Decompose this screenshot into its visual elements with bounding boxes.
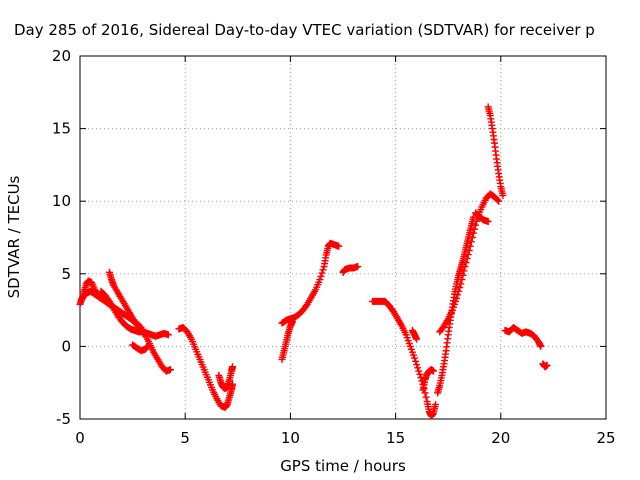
data-point — [413, 335, 421, 343]
x-tick-label: 15 — [386, 429, 405, 447]
data-point — [429, 367, 437, 375]
data-point — [317, 272, 325, 280]
data-point — [469, 229, 477, 237]
y-tick-label: 10 — [52, 192, 71, 210]
data-point — [335, 242, 343, 250]
data-point — [461, 263, 469, 271]
data-point — [166, 366, 174, 374]
data-point — [462, 259, 470, 267]
data-point — [414, 364, 422, 372]
data-point — [413, 361, 421, 369]
data-point — [466, 242, 474, 250]
y-tick-label: 0 — [61, 337, 71, 355]
data-points — [76, 103, 551, 420]
data-point — [460, 267, 468, 275]
x-tick-labels: 0 5 10 15 20 25 — [75, 429, 615, 447]
data-point — [229, 363, 237, 371]
data-point — [459, 271, 467, 279]
data-point — [473, 217, 481, 225]
data-point — [318, 269, 326, 277]
data-point — [455, 287, 463, 295]
data-point — [412, 357, 420, 365]
x-tick-label: 20 — [491, 429, 510, 447]
axis-ticks — [79, 55, 607, 420]
data-point — [494, 196, 502, 204]
y-tick-label: 20 — [52, 47, 71, 65]
data-point — [417, 374, 425, 382]
data-point — [411, 354, 419, 362]
x-tick-label: 25 — [596, 429, 615, 447]
data-point — [456, 284, 464, 292]
data-point — [464, 251, 472, 259]
data-point — [316, 276, 324, 284]
y-tick-label: 15 — [52, 120, 71, 138]
data-point — [416, 370, 424, 378]
data-point — [139, 329, 147, 337]
data-point — [454, 291, 462, 299]
data-point — [543, 361, 551, 369]
data-point — [143, 342, 151, 350]
data-point — [537, 342, 545, 350]
data-point — [432, 400, 440, 408]
data-point — [468, 234, 476, 241]
x-axis-label: GPS time / hours — [280, 457, 406, 475]
data-point — [354, 263, 362, 271]
data-point — [463, 255, 471, 263]
data-point — [484, 218, 492, 226]
data-point — [457, 280, 465, 288]
data-point — [422, 393, 430, 401]
grid — [80, 56, 606, 419]
x-tick-label: 5 — [180, 429, 190, 447]
data-point — [499, 191, 507, 199]
data-point — [467, 238, 475, 246]
plot-frame — [79, 55, 607, 420]
x-tick-label: 0 — [75, 429, 85, 447]
data-point — [465, 247, 473, 255]
data-point — [319, 266, 327, 274]
y-tick-labels: -5 0 5 10 15 20 — [52, 47, 71, 428]
data-point — [164, 331, 172, 339]
data-point — [415, 367, 423, 375]
data-point — [458, 276, 466, 284]
data-point — [138, 328, 146, 336]
data-point — [472, 221, 480, 229]
y-axis-label: SDTVAR / TECUs — [5, 175, 23, 298]
data-point — [453, 294, 461, 302]
y-tick-label: -5 — [56, 410, 71, 428]
y-tick-label: 5 — [61, 265, 71, 283]
data-point — [495, 197, 503, 205]
chart-title: Day 285 of 2016, Sidereal Day-to-day VTE… — [14, 21, 595, 39]
x-tick-label: 10 — [281, 429, 300, 447]
data-point — [229, 380, 237, 388]
data-point — [471, 225, 478, 233]
